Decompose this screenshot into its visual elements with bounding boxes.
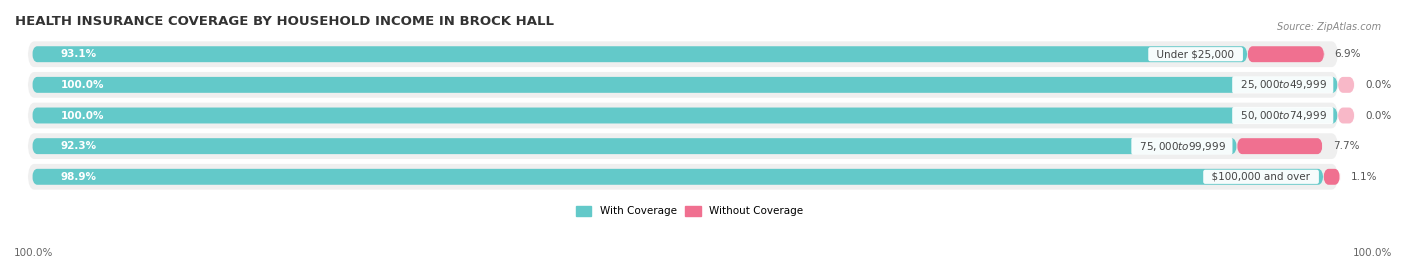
Text: Source: ZipAtlas.com: Source: ZipAtlas.com	[1277, 22, 1381, 31]
FancyBboxPatch shape	[28, 164, 1339, 190]
Text: 92.3%: 92.3%	[60, 141, 97, 151]
Text: 98.9%: 98.9%	[60, 172, 97, 182]
Text: 6.9%: 6.9%	[1334, 49, 1361, 59]
FancyBboxPatch shape	[28, 103, 1339, 128]
FancyBboxPatch shape	[1337, 108, 1354, 123]
FancyBboxPatch shape	[28, 133, 1339, 159]
Text: Under $25,000: Under $25,000	[1150, 49, 1241, 59]
FancyBboxPatch shape	[1337, 77, 1354, 93]
FancyBboxPatch shape	[32, 108, 1337, 123]
FancyBboxPatch shape	[1247, 46, 1324, 62]
FancyBboxPatch shape	[1323, 169, 1340, 185]
Text: 100.0%: 100.0%	[1353, 248, 1392, 258]
Text: HEALTH INSURANCE COVERAGE BY HOUSEHOLD INCOME IN BROCK HALL: HEALTH INSURANCE COVERAGE BY HOUSEHOLD I…	[15, 15, 554, 28]
FancyBboxPatch shape	[32, 46, 1247, 62]
Legend: With Coverage, Without Coverage: With Coverage, Without Coverage	[572, 202, 807, 221]
Text: 100.0%: 100.0%	[60, 111, 104, 121]
Text: 93.1%: 93.1%	[60, 49, 97, 59]
FancyBboxPatch shape	[32, 138, 1237, 154]
Text: 100.0%: 100.0%	[14, 248, 53, 258]
Text: 100.0%: 100.0%	[60, 80, 104, 90]
FancyBboxPatch shape	[32, 169, 1323, 185]
Text: $75,000 to $99,999: $75,000 to $99,999	[1133, 140, 1230, 153]
Text: $100,000 and over: $100,000 and over	[1205, 172, 1317, 182]
Text: 7.7%: 7.7%	[1333, 141, 1360, 151]
Text: 0.0%: 0.0%	[1365, 80, 1391, 90]
Text: $50,000 to $74,999: $50,000 to $74,999	[1234, 109, 1331, 122]
FancyBboxPatch shape	[32, 77, 1337, 93]
FancyBboxPatch shape	[28, 41, 1339, 67]
Text: 0.0%: 0.0%	[1365, 111, 1391, 121]
Text: $25,000 to $49,999: $25,000 to $49,999	[1234, 78, 1331, 91]
FancyBboxPatch shape	[1237, 138, 1323, 154]
Text: 1.1%: 1.1%	[1351, 172, 1376, 182]
FancyBboxPatch shape	[28, 72, 1339, 98]
